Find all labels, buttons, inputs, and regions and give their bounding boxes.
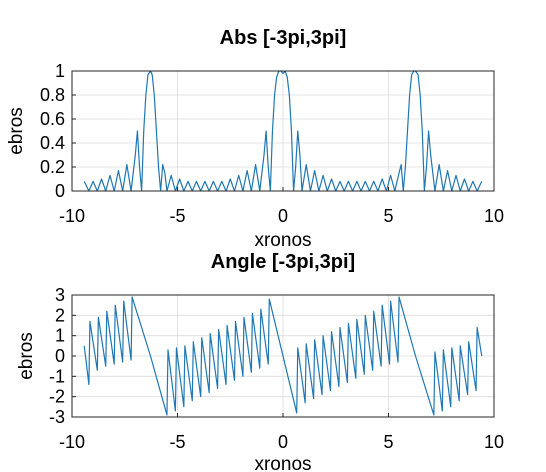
chart-1-xtick-label-3: 5	[383, 432, 393, 452]
chart-1-ytick-label-4: 1	[55, 326, 65, 346]
chart-1-xtick-label-0: -10	[59, 432, 85, 452]
chart-1-title: Angle [-3pi,3pi]	[211, 251, 355, 273]
chart-1-xtick-label-4: 10	[484, 432, 504, 452]
chart-0-title: Abs [-3pi,3pi]	[220, 27, 347, 49]
chart-0-ytick-label-1: 0.2	[40, 157, 65, 177]
chart-0-ytick-label-3: 0.6	[40, 109, 65, 129]
chart-0-ytick-label-2: 0.4	[40, 133, 65, 153]
chart-1-series-line-0	[83, 296, 483, 416]
chart-0-ytick-label-0: 0	[55, 181, 65, 201]
chart-1-xtick-label-1: -5	[169, 432, 185, 452]
chart-0-ytick-label-5: 1	[55, 61, 65, 81]
chart-0-ylabel: ebros	[6, 107, 27, 155]
chart-1-ytick-label-5: 2	[55, 305, 65, 325]
chart-1-ytick-label-0: -3	[49, 407, 65, 427]
chart-1-ytick-label-6: 3	[55, 285, 65, 305]
chart-0-xtick-label-4: 10	[484, 206, 504, 226]
chart-1-xtick-label-2: 0	[278, 432, 288, 452]
chart-1-ytick-label-3: 0	[55, 346, 65, 366]
chart-1-ylabel: ebros	[16, 332, 37, 380]
chart-1-xlabel: xronos	[254, 454, 311, 472]
chart-0-ytick-label-4: 0.8	[40, 85, 65, 105]
chart-0-xtick-label-2: 0	[278, 206, 288, 226]
chart-0-xtick-label-0: -10	[59, 206, 85, 226]
chart-0-xlabel: xronos	[254, 230, 311, 251]
chart-0-xtick-label-1: -5	[169, 206, 185, 226]
chart-1-ytick-label-2: -1	[49, 366, 65, 386]
chart-1-ytick-label-1: -2	[49, 387, 65, 407]
chart-0-xtick-label-3: 5	[383, 206, 393, 226]
chart-abs: -10 -5 0 5 10 0 0.2 0.4 0.6 0.8 1 Abs [-3pi,3pi] xro…	[6, 27, 504, 251]
